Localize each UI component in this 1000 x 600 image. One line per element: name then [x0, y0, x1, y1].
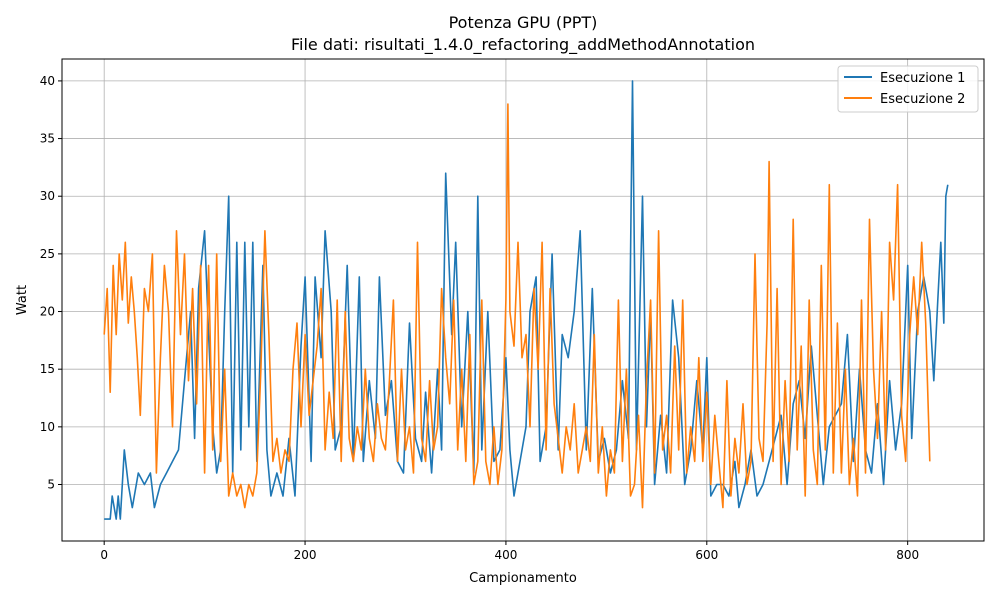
- chart-subtitle: File dati: risultati_1.4.0_refactoring_a…: [291, 35, 755, 55]
- x-tick-label: 200: [294, 548, 317, 562]
- series-line-esecuzione-2: [103, 103, 931, 509]
- axes-frame: [61, 58, 985, 542]
- legend-label-esecuzione-1: Esecuzione 1: [880, 71, 965, 86]
- y-tick-label: 15: [40, 362, 55, 376]
- y-tick-label: 25: [40, 247, 55, 261]
- y-tick-label: 5: [47, 477, 55, 491]
- y-axis: 5 10 15 20 25 30 35 40: [40, 74, 62, 491]
- plot-lines: [103, 80, 949, 520]
- y-tick-label: 10: [40, 420, 55, 434]
- x-tick-label: 0: [100, 548, 108, 562]
- y-tick-label: 35: [40, 132, 55, 146]
- x-tick-label: 600: [695, 548, 718, 562]
- y-tick-label: 40: [40, 74, 55, 88]
- x-tick-label: 800: [896, 548, 919, 562]
- chart-title: Potenza GPU (PPT): [449, 13, 598, 32]
- x-axis: 0 200 400 600 800: [100, 541, 919, 562]
- legend-box: [837, 65, 979, 113]
- legend: Esecuzione 1 Esecuzione 2: [837, 65, 979, 113]
- y-tick-label: 30: [40, 189, 55, 203]
- y-axis-label: Watt: [15, 285, 30, 315]
- x-axis-label: Campionamento: [469, 571, 577, 586]
- legend-label-esecuzione-2: Esecuzione 2: [880, 92, 965, 107]
- x-tick-label: 400: [494, 548, 517, 562]
- y-tick-label: 20: [40, 305, 55, 319]
